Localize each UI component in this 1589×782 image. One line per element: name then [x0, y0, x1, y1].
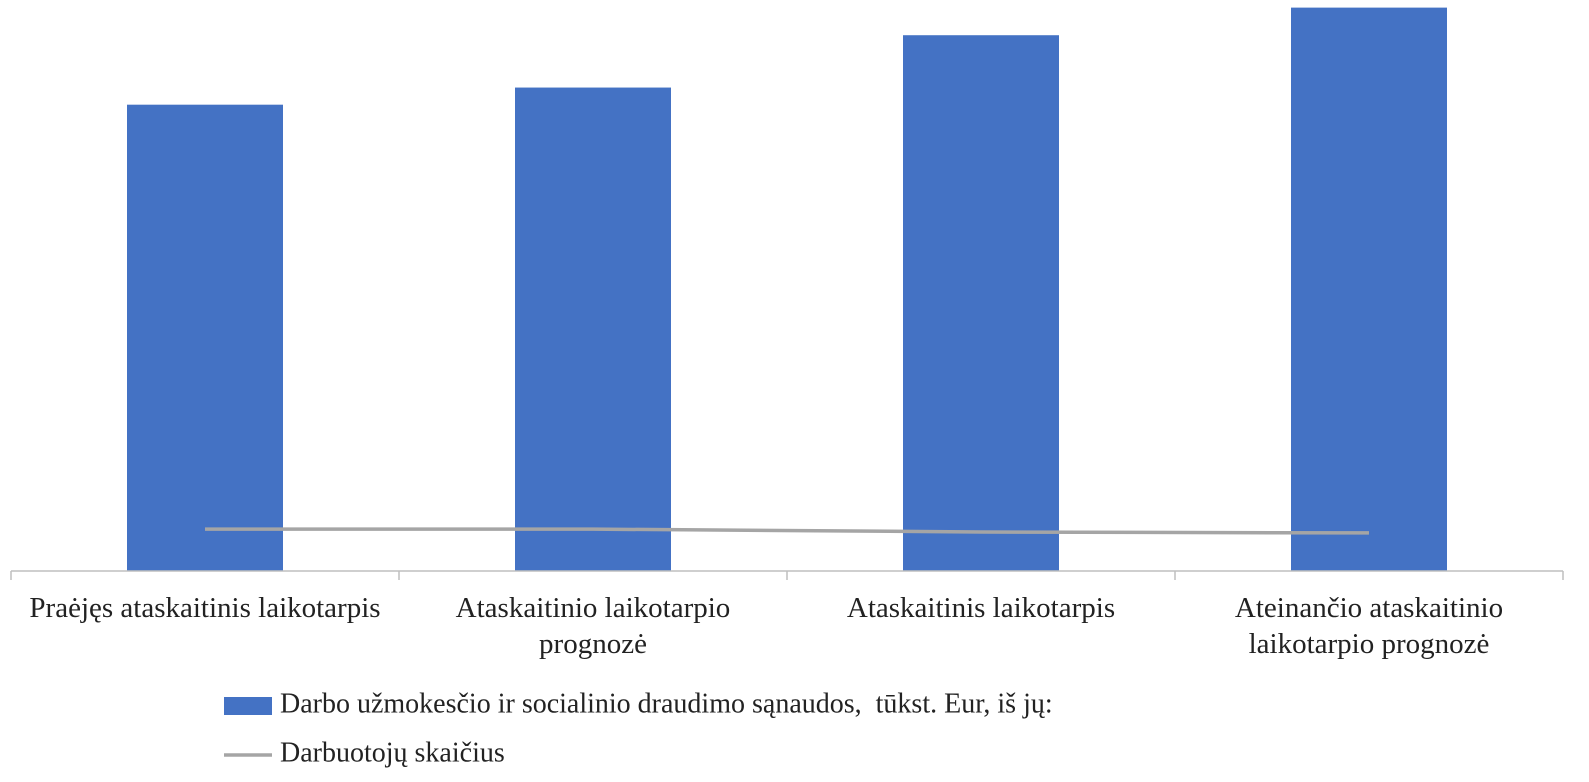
bar	[127, 104, 283, 571]
bar	[903, 35, 1059, 571]
line	[205, 527, 1370, 535]
x-tick-label: Ateinančio ataskaitinio laikotarpio prog…	[1234, 592, 1504, 660]
x-tick-label: Ataskaitinis laikotarpis	[846, 592, 1116, 624]
bar	[1291, 7, 1447, 571]
legend-label: Darbo užmokesčio ir socialinio draudimo …	[280, 688, 1053, 719]
legend-label: Darbuotojų skaičius	[280, 737, 505, 768]
bar	[515, 87, 671, 571]
x-tick-label: Ataskaitinio laikotarpio prognozė	[455, 592, 731, 660]
legend-swatch	[224, 697, 272, 715]
x-tick-label: Praėjęs ataskaitinis laikotarpis	[29, 592, 381, 624]
